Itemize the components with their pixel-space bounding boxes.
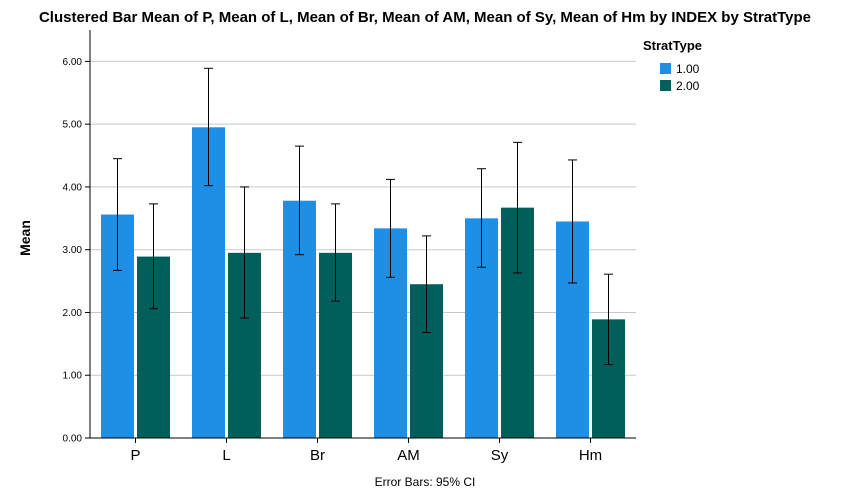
bar-layer [101, 127, 625, 439]
y-tick-label: 3.00 [63, 245, 83, 256]
legend: StratType 1.00 2.00 [643, 38, 702, 93]
y-tick-label: 5.00 [63, 120, 83, 131]
x-tick-label: Sy [491, 447, 509, 464]
legend-title: StratType [643, 38, 702, 53]
y-axis-label: Mean [17, 220, 33, 256]
y-tick-label: 2.00 [63, 308, 83, 319]
x-tick-label: Hm [579, 447, 602, 464]
y-tick-label: 1.00 [63, 371, 83, 382]
y-tick-label: 6.00 [63, 57, 83, 68]
y-tick-label: 4.00 [63, 182, 83, 193]
grid-layer [90, 60, 636, 376]
x-tick-label: P [130, 447, 140, 464]
x-tick-label: AM [397, 447, 420, 464]
chart-title: Clustered Bar Mean of P, Mean of L, Mean… [39, 9, 811, 26]
axis-layer: 0.00 1.00 2.00 3.00 4.00 5.00 6.00 P L Br AM Sy Hm [63, 30, 636, 464]
x-tick-label: L [222, 447, 230, 464]
x-tick-label: Br [310, 447, 325, 464]
legend-swatch-series-2 [660, 80, 671, 91]
legend-label-series-1: 1.00 [676, 62, 700, 76]
legend-label-series-2: 2.00 [676, 79, 700, 93]
error-bar-layer [113, 67, 613, 366]
y-tick-label: 0.00 [63, 434, 83, 445]
legend-swatch-series-1 [660, 63, 671, 74]
error-bars-footnote: Error Bars: 95% CI [375, 475, 476, 489]
